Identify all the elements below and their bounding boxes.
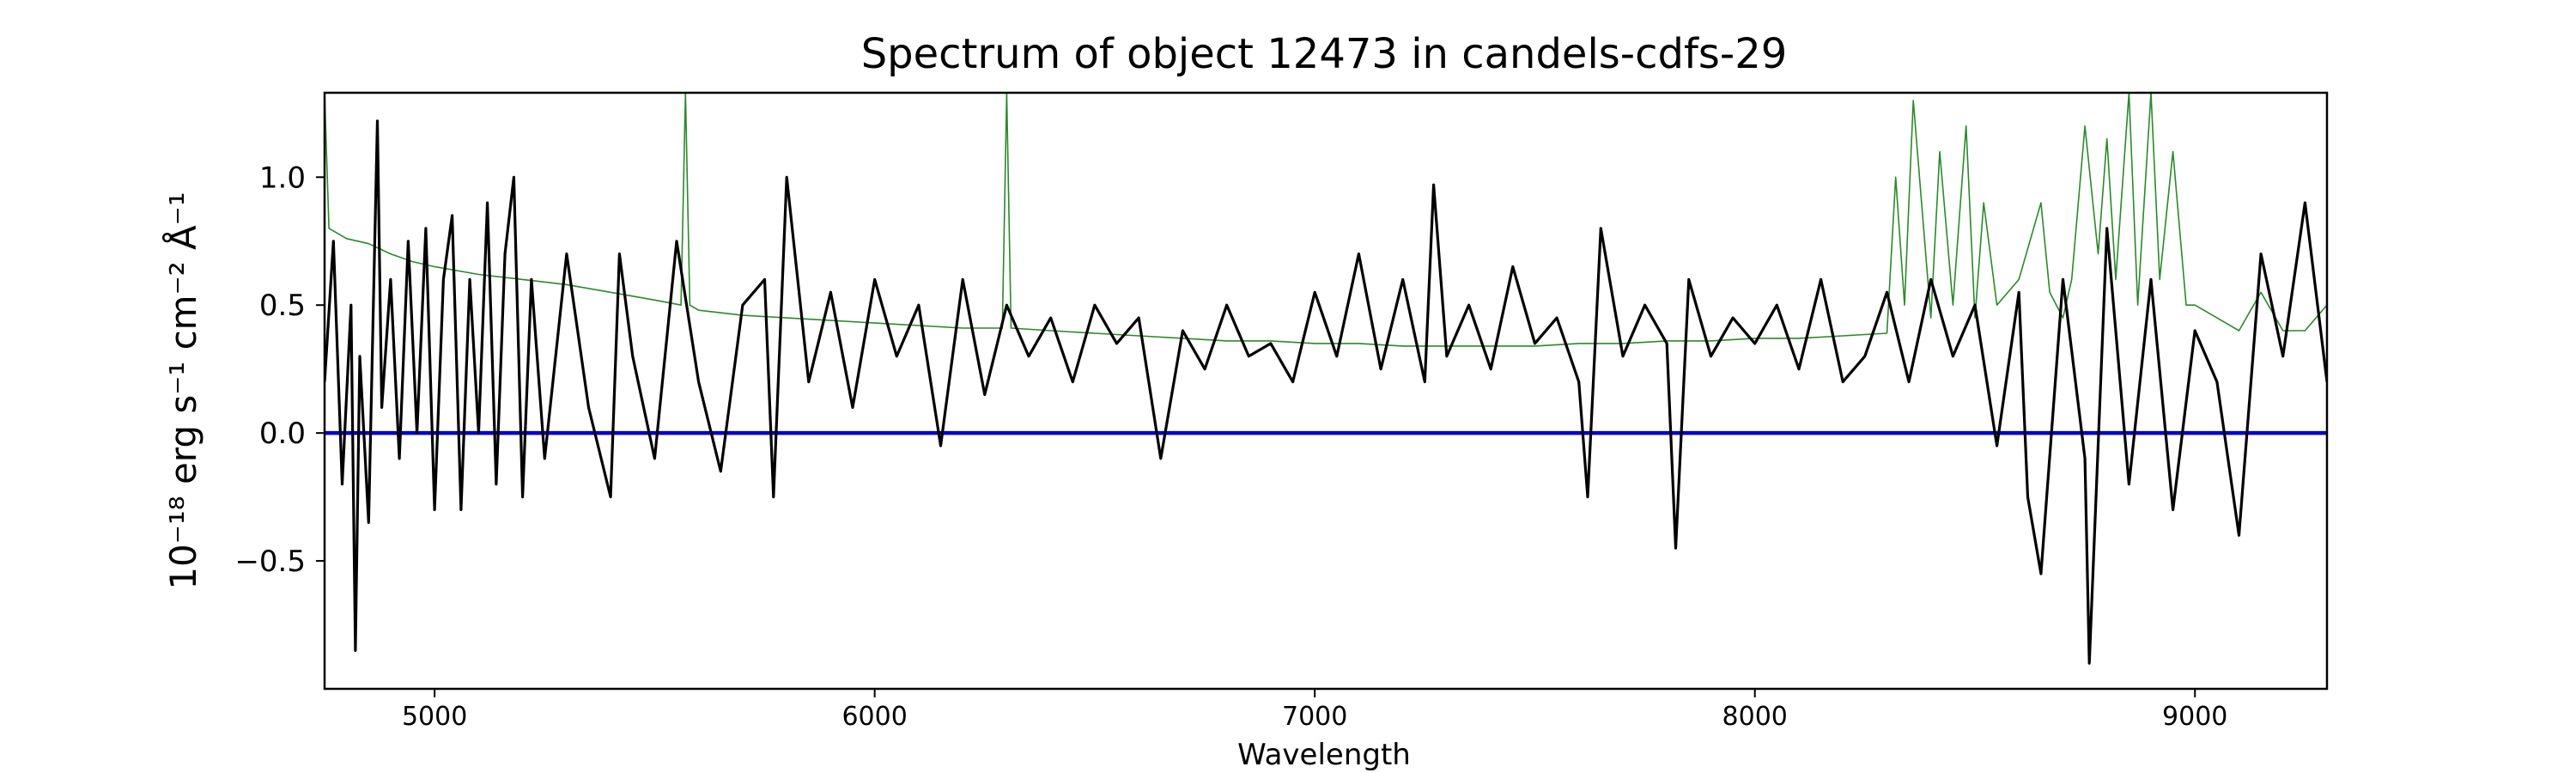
x-tick-label: 6000 <box>841 702 907 732</box>
y-tick-label: 0.5 <box>259 289 306 323</box>
x-tick-label: 7000 <box>1282 702 1347 732</box>
x-axis-label: Wavelength <box>1237 738 1411 772</box>
plot-frame <box>323 91 2329 691</box>
y-axis: −0.5 0.0 0.5 1.0 <box>234 161 325 579</box>
y-tick-label: 1.0 <box>259 161 306 195</box>
x-tick-label: 5000 <box>402 702 467 732</box>
chart-title: Spectrum of object 12473 in candels-cdfs… <box>861 30 1788 78</box>
x-axis: 5000 6000 7000 8000 9000 <box>402 689 2227 732</box>
noise-series-line <box>325 93 2327 347</box>
y-tick-label: −0.5 <box>234 545 306 579</box>
y-axis-label: 10⁻¹⁸ erg s⁻¹ cm⁻² Å⁻¹ <box>161 192 204 589</box>
y-tick-label: 0.0 <box>259 417 306 451</box>
series-layer <box>325 93 2327 665</box>
flux-series-line <box>325 119 2327 665</box>
x-tick-label: 8000 <box>1722 702 1788 732</box>
x-tick-label: 9000 <box>2162 702 2227 732</box>
